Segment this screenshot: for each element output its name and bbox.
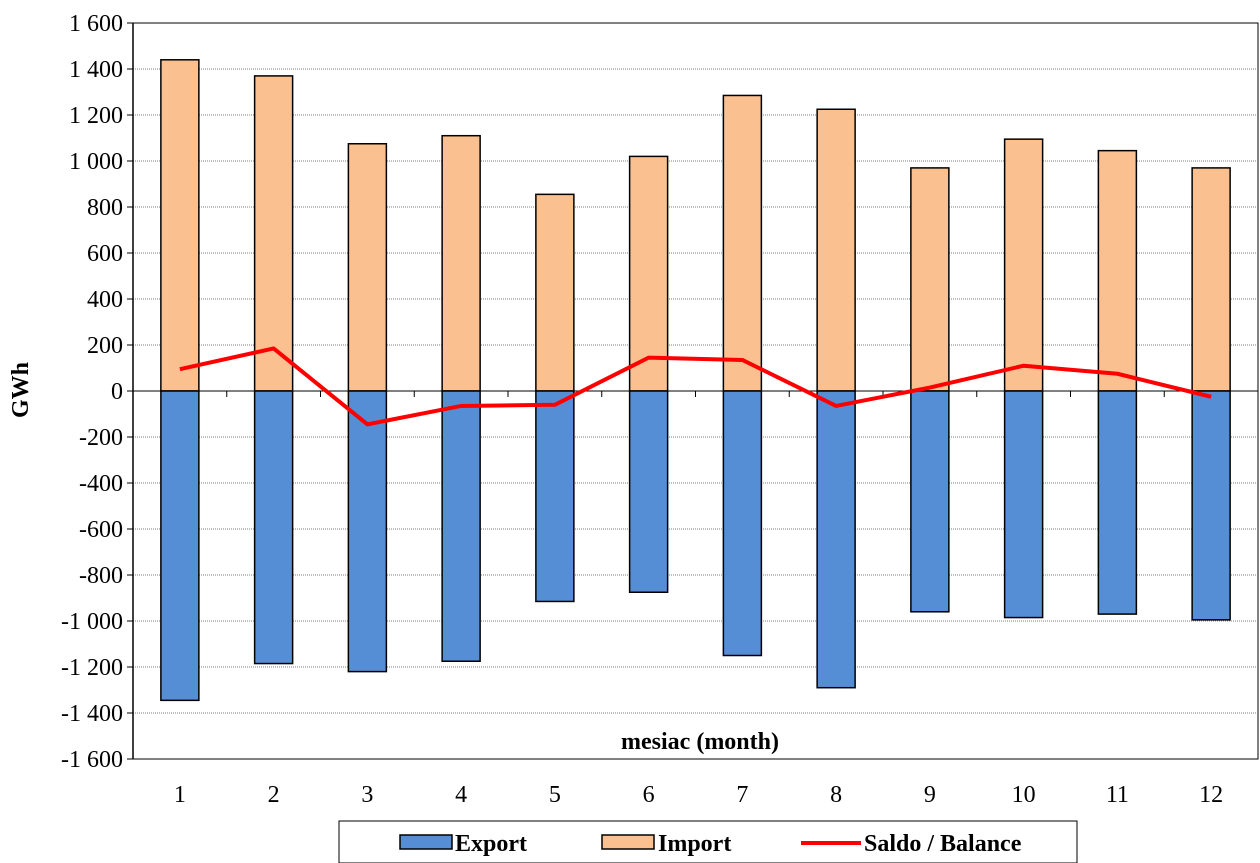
- y-tick-label: -400: [79, 471, 123, 497]
- import-bar: [816, 108, 856, 392]
- import-bar: [910, 167, 950, 392]
- legend-balance-label: Saldo / Balance: [864, 831, 1022, 857]
- y-tick-label: 1 200: [69, 103, 123, 129]
- x-tick-label: 4: [455, 782, 467, 808]
- import-bar: [628, 155, 669, 392]
- export-bar: [160, 390, 200, 702]
- import-bar: [535, 193, 575, 392]
- export-bar: [441, 390, 481, 662]
- tick-labels: 1 600 1 400 1 200 1 000 800 600 400 200 0 -200 -40…: [61, 11, 1223, 808]
- export-bar: [1191, 390, 1231, 621]
- x-tick-label: 2: [268, 782, 280, 808]
- y-tick-label: 600: [87, 241, 123, 267]
- export-bar: [816, 390, 856, 689]
- x-tick-label: 6: [643, 782, 655, 808]
- import-bar: [347, 143, 388, 392]
- x-tick-label: 1: [174, 782, 186, 808]
- import-bar: [1097, 149, 1138, 392]
- bars: [160, 59, 1231, 702]
- balance-line: [179, 346, 1212, 427]
- balance-line-layer: [179, 346, 1212, 427]
- x-tick-label: 8: [830, 782, 842, 808]
- y-tick-label: 400: [87, 287, 123, 313]
- import-bar: [1003, 138, 1044, 392]
- x-tick-label: 10: [1012, 782, 1036, 808]
- export-bar: [535, 390, 575, 603]
- export-bar: [1003, 390, 1044, 619]
- import-bar: [253, 75, 294, 392]
- export-bar: [347, 390, 388, 673]
- legend-box: [338, 820, 1078, 863]
- y-tick-label: 200: [87, 333, 123, 359]
- y-tick-label: 1 400: [69, 57, 123, 83]
- export-bar: [253, 390, 294, 665]
- y-tick-label: 1 000: [69, 149, 123, 175]
- y-tick-label: 1 600: [69, 11, 123, 37]
- y-tick-label: -800: [79, 563, 123, 589]
- legend-import-label: Import: [658, 831, 731, 857]
- x-axis-title: mesiac (month): [621, 729, 779, 755]
- import-bar: [441, 134, 481, 392]
- y-tick-label: -200: [79, 425, 123, 451]
- y-tick-label: 0: [111, 379, 123, 405]
- export-bar: [910, 390, 950, 613]
- import-bar: [722, 94, 763, 392]
- y-tick-label: -1 600: [61, 747, 123, 773]
- y-tick-label: -1 400: [61, 701, 123, 727]
- x-tick-label: 12: [1199, 782, 1223, 808]
- y-tick-label: -1 200: [61, 655, 123, 681]
- import-bar: [160, 59, 200, 392]
- legend-export-swatch: [399, 834, 453, 850]
- export-bar: [722, 390, 763, 657]
- gridlines: [132, 22, 1259, 760]
- x-tick-label: 5: [549, 782, 561, 808]
- export-bar: [1097, 390, 1138, 615]
- legend-import-swatch: [601, 834, 655, 850]
- export-bar: [628, 390, 669, 593]
- import-bar: [1191, 167, 1231, 392]
- y-tick-label: 800: [87, 195, 123, 221]
- x-tick-label: 9: [924, 782, 936, 808]
- x-tick-label: 7: [736, 782, 748, 808]
- legend: Export Import Saldo / Balance: [338, 820, 1078, 863]
- x-tick-label: 11: [1106, 782, 1129, 808]
- y-tick-label: -600: [79, 517, 123, 543]
- y-axis-title: GWh: [8, 362, 34, 418]
- x-tick-label: 3: [361, 782, 373, 808]
- axes: [127, 22, 1259, 760]
- y-tick-label: -1 000: [61, 609, 123, 635]
- legend-export-label: Export: [455, 831, 527, 857]
